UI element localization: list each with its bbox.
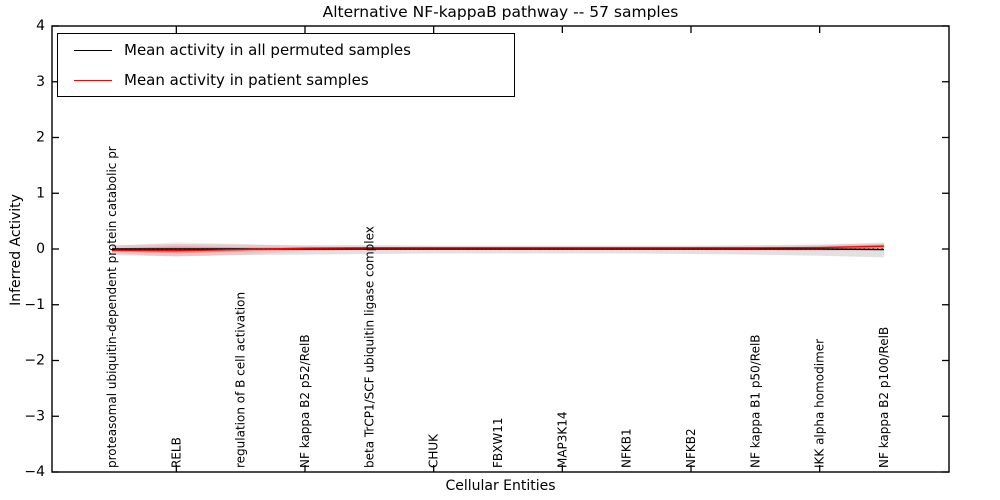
category-label: proteasomal ubiquitin-dependent protein …	[105, 146, 119, 468]
category-label: RELB	[169, 437, 183, 468]
x-category-labels: proteasomal ubiquitin-dependent protein …	[105, 146, 891, 468]
legend-box: Mean activity in all permuted samples Me…	[57, 33, 515, 97]
category-label: beta TrCP1/SCF ubiquitin ligase complex	[362, 226, 376, 468]
category-label: NFKB2	[684, 428, 698, 468]
category-label: NF kappa B1 p50/RelB	[748, 334, 762, 468]
category-label: regulation of B cell activation	[234, 292, 248, 468]
category-label: CHUK	[427, 433, 441, 468]
x-axis-label: Cellular Entities	[445, 478, 556, 494]
y-axis-label: Inferred Activity	[8, 194, 24, 306]
legend-item-permuted: Mean activity in all permuted samples	[58, 36, 514, 64]
category-label: NF kappa B2 p100/RelB	[877, 327, 891, 468]
category-label: IKK alpha homodimer	[813, 339, 827, 468]
series-line	[111, 245, 885, 252]
patient-line-swatch	[74, 79, 112, 81]
y-tick-label: −2	[24, 353, 45, 369]
category-label: NF kappa B2 p52/RelB	[298, 334, 312, 468]
y-tick-label: −4	[24, 464, 45, 480]
category-label: FBXW11	[491, 418, 505, 469]
legend-item-patient: Mean activity in patient samples	[58, 66, 514, 94]
permuted-activity-range	[112, 243, 884, 258]
y-tick-label: 0	[36, 241, 45, 257]
y-tick-label: 1	[36, 185, 45, 201]
y-tick-label: −3	[24, 408, 45, 424]
permuted-line-swatch	[74, 49, 112, 51]
legend-label: Mean activity in all permuted samples	[124, 41, 411, 59]
y-tick-labels: −4 −3 −2 −1 0 1 2 3 4	[24, 18, 45, 480]
category-label: MAP3K14	[555, 411, 569, 468]
axis-ticks	[52, 25, 949, 473]
legend-label: Mean activity in patient samples	[124, 71, 369, 89]
category-label: NFKB1	[620, 428, 634, 468]
y-tick-label: 3	[36, 74, 45, 90]
y-tick-label: 2	[36, 130, 45, 146]
y-tick-label: −1	[24, 297, 45, 313]
series-lines	[111, 245, 885, 252]
y-tick-label: 4	[36, 18, 45, 34]
chart-title: Alternative NF-kappaB pathway -- 57 samp…	[322, 3, 679, 21]
